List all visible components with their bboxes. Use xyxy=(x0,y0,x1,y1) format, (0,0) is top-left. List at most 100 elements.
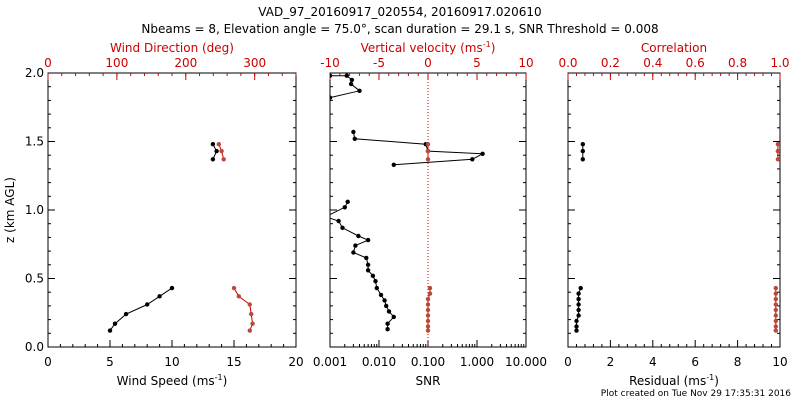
residual-panel-series-point xyxy=(773,291,778,296)
residual-panel-bottom-tick-label: 4 xyxy=(649,355,657,369)
residual-panel-series-point xyxy=(775,157,780,162)
wind-panel-series-point xyxy=(123,311,129,317)
residual-panel-top-tick-label: 0.0 xyxy=(558,56,577,70)
wind-panel-bottom-tick-label: 15 xyxy=(226,355,241,369)
residual-panel-series-point xyxy=(578,285,583,291)
snr-panel-series-point xyxy=(330,73,333,78)
snr-panel-top-axis-label-text: Vertical velocity (ms xyxy=(361,41,483,55)
wind-panel-bottom-tick-label: 10 xyxy=(164,355,179,369)
wind-panel-series-point xyxy=(107,328,113,333)
snr-panel-series-point xyxy=(470,157,475,162)
snr-panel-series-point xyxy=(342,205,347,210)
residual-panel-series-point xyxy=(576,291,581,296)
wind-panel-series-point xyxy=(112,321,118,326)
snr-panel-series-point xyxy=(384,303,389,309)
residual-panel-bottom-tick-label: 2 xyxy=(607,355,615,369)
residual-panel-bottom-tick-label: 10 xyxy=(772,355,787,369)
residual-panel-bottom-tick-label: 0 xyxy=(564,355,572,369)
snr-panel-series-point xyxy=(385,327,390,332)
snr-panel-top-tick-label: 0 xyxy=(424,56,432,70)
snr-panel-series-point xyxy=(425,328,431,333)
wind-panel-bottom-axis-label: Wind Speed (ms-1) xyxy=(117,373,228,388)
residual-panel-series-point xyxy=(773,307,778,313)
residual-panel-series-point xyxy=(773,296,778,302)
snr-panel-series-point xyxy=(357,88,362,94)
y-tick-label: 2.0 xyxy=(25,66,44,80)
wind-panel-bottom-axis-label-superscript: -1 xyxy=(215,373,223,382)
residual-panel-bottom-axis-label-end: ) xyxy=(714,374,719,388)
wind-panel-series-point xyxy=(236,294,241,299)
residual-panel-top-axis-label-text: Correlation xyxy=(641,41,707,55)
y-tick-label: 0.0 xyxy=(25,340,44,354)
snr-panel-series-point xyxy=(425,307,431,313)
snr-panel-series-point xyxy=(351,129,356,135)
wind-panel-series-point xyxy=(231,285,237,291)
snr-panel-series-point xyxy=(425,318,431,324)
snr-panel-bottom-tick-label: 10.000 xyxy=(505,355,547,369)
wind-panel-top-tick-label: 200 xyxy=(174,56,197,70)
snr-panel-series-point xyxy=(344,73,349,78)
snr-panel-series-point xyxy=(425,157,431,162)
residual-panel-series-point xyxy=(576,302,581,307)
wind-panel-top-tick-label: 300 xyxy=(243,56,266,70)
residual-panel-top-tick-label: 0.8 xyxy=(728,56,747,70)
wind-panel-series-point xyxy=(247,328,252,333)
residual-panel-series-point xyxy=(574,318,579,324)
snr-panel-series-point xyxy=(364,255,369,261)
snr-panel-series-point xyxy=(425,302,431,307)
wind-panel-series-point xyxy=(145,302,150,307)
snr-panel-series-line xyxy=(352,131,485,166)
snr-panel-top-tick-label: -5 xyxy=(373,56,385,70)
snr-panel-series-line xyxy=(330,201,395,330)
residual-panel-series-point xyxy=(576,296,581,302)
residual-panel-series-point xyxy=(773,285,778,291)
wind-panel-series-point xyxy=(216,142,221,147)
snr-panel-series-point xyxy=(425,142,431,147)
wind-panel-bottom-tick-label: 0 xyxy=(44,355,52,369)
residual-panel-series-point xyxy=(773,328,778,333)
wind-panel-series-point xyxy=(250,321,255,326)
wind-panel-bottom-tick-label: 20 xyxy=(288,355,303,369)
snr-panel-series-point xyxy=(353,243,358,248)
snr-panel-series-point xyxy=(351,250,356,255)
title-line-1: VAD_97_20160917_020554, 20160917.020610 xyxy=(258,5,541,19)
snr-panel-series-point xyxy=(330,95,333,100)
residual-panel-bottom-tick-label: 6 xyxy=(691,355,699,369)
residual-panel-series-point xyxy=(576,307,581,313)
residual-panel-series-point xyxy=(775,148,780,154)
wind-panel-data xyxy=(107,142,255,333)
snr-panel-series-point xyxy=(427,291,433,296)
residual-panel-series-point xyxy=(773,324,778,329)
snr-panel-series-point xyxy=(391,314,396,320)
residual-panel-series-point xyxy=(574,328,579,333)
wind-panel-series-point xyxy=(169,285,175,291)
wind-panel-top-tick-label: 0 xyxy=(44,56,52,70)
wind-panel-top-tick-label: 100 xyxy=(105,56,128,70)
residual-panel-series-point xyxy=(580,157,585,162)
snr-panel-series-point xyxy=(340,225,345,230)
snr-panel-series-point xyxy=(370,273,376,278)
snr-panel-data xyxy=(323,73,485,333)
snr-panel-top-axis-label-superscript: -1 xyxy=(483,40,491,49)
snr-panel-series-point xyxy=(365,262,371,267)
residual-panel-series-point xyxy=(580,142,585,147)
wind-panel-series-point xyxy=(214,148,219,154)
wind-panel-bottom-axis-label-text: Wind Speed (ms xyxy=(117,374,215,388)
snr-panel-series-point xyxy=(386,309,392,314)
residual-panel-bottom-axis-label: Residual (ms-1) xyxy=(629,373,719,388)
wind-panel-series-point xyxy=(221,157,226,162)
snr-panel-series-point xyxy=(323,215,327,219)
residual-panel-series-point xyxy=(574,324,579,329)
wind-panel-series-point xyxy=(247,302,252,307)
snr-panel-series-point xyxy=(427,285,433,291)
residual-panel-bottom-tick-label: 8 xyxy=(734,355,742,369)
residual-panel-data xyxy=(574,142,780,333)
snr-panel-series-point xyxy=(365,237,371,243)
snr-panel-series-point xyxy=(425,296,431,302)
residual-panel-bottom-axis-label-text: Residual (ms xyxy=(629,374,706,388)
snr-panel-top-axis-label-end: ) xyxy=(491,41,496,55)
y-tick-label: 1.5 xyxy=(25,135,44,149)
snr-panel-series-point xyxy=(385,321,390,326)
